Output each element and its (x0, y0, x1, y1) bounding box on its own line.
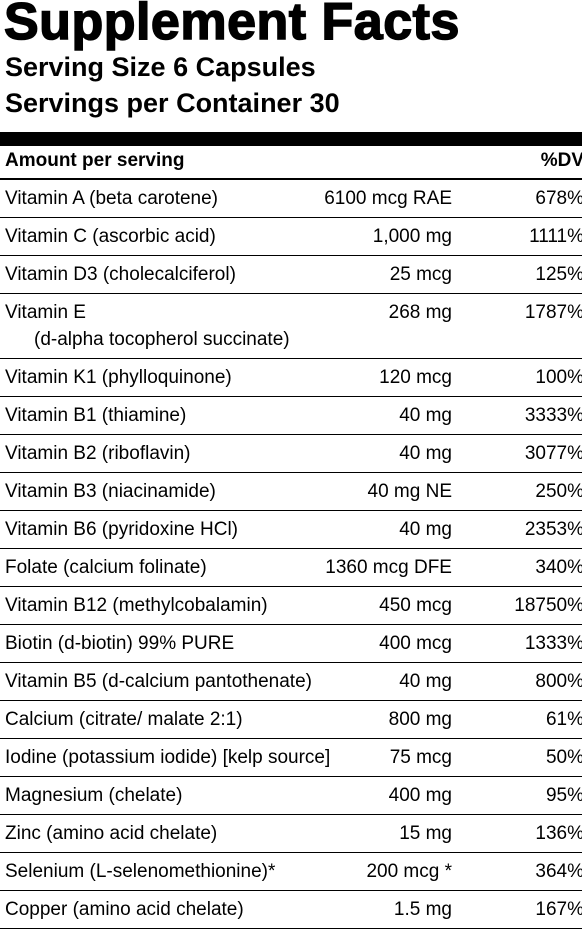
row-rule (0, 928, 582, 929)
amount: 1,000 mg (372, 226, 452, 247)
serving-size: Serving Size 6 Capsules (5, 52, 316, 82)
nutrient-name: Vitamin B1 (thiamine) (5, 405, 187, 426)
row-rule (0, 586, 582, 587)
amount: 400 mcg (379, 633, 452, 654)
row-rule (0, 738, 582, 739)
nutrient-name: Biotin (d-biotin) 99% PURE (5, 633, 235, 654)
daily-value: 340% (535, 557, 582, 578)
row-rule (0, 358, 582, 359)
row-rule (0, 662, 582, 663)
row-rule (0, 776, 582, 777)
nutrient-detail: (d-alpha tocopherol succinate) (34, 329, 290, 350)
row-rule (0, 396, 582, 397)
row-rule (0, 472, 582, 473)
nutrient-name: Vitamin B6 (pyridoxine HCl) (5, 519, 239, 540)
nutrient-name: Selenium (L-selenomethionine)* (5, 861, 276, 882)
row-rule (0, 255, 582, 256)
daily-value: 61% (545, 709, 582, 730)
daily-value: 678% (535, 188, 582, 209)
nutrient-name: Zinc (amino acid chelate) (5, 823, 218, 844)
amount: 25 mcg (389, 264, 452, 285)
daily-value: 2353% (524, 519, 582, 540)
nutrient-name: Vitamin D3 (cholecalciferol) (5, 264, 236, 285)
amount: 40 mg (399, 671, 452, 692)
nutrient-name: Vitamin B2 (riboflavin) (5, 443, 191, 464)
nutrient-name: Vitamin A (beta carotene) (5, 188, 218, 209)
amount: 268 mg (388, 302, 452, 323)
header-rule (0, 178, 582, 180)
daily-value: 100% (535, 367, 582, 388)
daily-value: 1111% (529, 226, 582, 247)
row-rule (0, 814, 582, 815)
row-rule (0, 890, 582, 891)
amount: 40 mg (399, 443, 452, 464)
amount: 1.5 mg (393, 899, 452, 920)
amount: 1360 mcg DFE (325, 557, 452, 578)
nutrient-name: Calcium (citrate/ malate 2:1) (5, 709, 243, 730)
daily-value: 1787% (524, 302, 582, 323)
column-header: Amount per serving (5, 150, 185, 171)
amount: 15 mg (399, 823, 452, 844)
amount: 40 mg NE (367, 481, 452, 502)
servings-per-container: Servings per Container 30 (5, 88, 340, 118)
row-rule (0, 548, 582, 549)
amount: 800 mg (388, 709, 452, 730)
daily-value: 50% (545, 747, 582, 768)
amount: 40 mg (399, 405, 452, 426)
daily-value: 18750% (514, 595, 582, 616)
daily-value: 136% (535, 823, 582, 844)
amount: 120 mcg (379, 367, 452, 388)
daily-value: 364% (535, 861, 582, 882)
nutrient-name: Vitamin B3 (niacinamide) (5, 481, 216, 502)
amount: 400 mg (388, 785, 452, 806)
amount: 450 mcg (379, 595, 452, 616)
daily-value: 3077% (524, 443, 582, 464)
row-rule (0, 217, 582, 218)
amount: 6100 mcg RAE (324, 188, 452, 209)
row-rule (0, 510, 582, 511)
daily-value: 95% (545, 785, 582, 806)
divider-bar (0, 132, 582, 146)
nutrient-name: Folate (calcium folinate) (5, 557, 207, 578)
title: Supplement Facts (3, 0, 460, 52)
daily-value: 800% (535, 671, 582, 692)
daily-value: 250% (535, 481, 582, 502)
daily-value: 167% (535, 899, 582, 920)
daily-value: 1333% (524, 633, 582, 654)
nutrient-name: Copper (amino acid chelate) (5, 899, 244, 920)
nutrient-name: Vitamin B5 (d-calcium pantothenate) (5, 671, 312, 692)
amount: 75 mcg (389, 747, 452, 768)
daily-value: 3333% (524, 405, 582, 426)
amount: 40 mg (399, 519, 452, 540)
row-rule (0, 852, 582, 853)
nutrient-name: Iodine (potassium iodide) [kelp source] (5, 747, 331, 768)
nutrient-name: Magnesium (chelate) (5, 785, 183, 806)
nutrient-name: Vitamin B12 (methylcobalamin) (5, 595, 268, 616)
nutrient-name: Vitamin E (5, 302, 86, 323)
row-rule (0, 624, 582, 625)
nutrient-name: Vitamin K1 (phylloquinone) (5, 367, 232, 388)
amount: 200 mcg * (366, 861, 452, 882)
nutrient-name: Vitamin C (ascorbic acid) (5, 226, 216, 247)
column-header: %DV (540, 150, 582, 171)
row-rule (0, 434, 582, 435)
daily-value: 125% (535, 264, 582, 285)
row-rule (0, 293, 582, 294)
row-rule (0, 700, 582, 701)
